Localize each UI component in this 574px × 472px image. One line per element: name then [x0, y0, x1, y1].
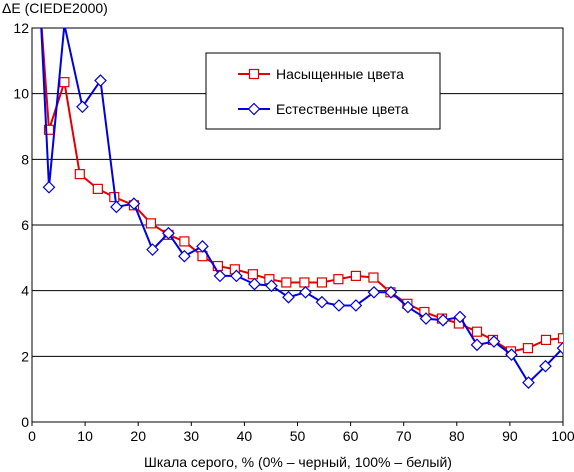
- y-tick-label: 8: [21, 151, 29, 167]
- data-point: [333, 274, 344, 285]
- data-point: [316, 277, 328, 288]
- data-point: [557, 333, 563, 344]
- data-point: [368, 272, 379, 283]
- series-1: [40, 28, 563, 357]
- x-tick-label: 10: [77, 428, 93, 444]
- data-point: [470, 338, 484, 352]
- data-point: [453, 310, 467, 324]
- y-tick-label: 2: [21, 348, 29, 364]
- data-point: [92, 183, 103, 194]
- y-tick-label: 12: [13, 20, 29, 36]
- data-point: [247, 269, 258, 280]
- data-point: [248, 277, 261, 291]
- data-point: [265, 279, 278, 293]
- x-tick-label: 40: [237, 428, 253, 444]
- x-tick-label: 70: [396, 428, 412, 444]
- data-point: [145, 218, 157, 229]
- data-point: [299, 285, 312, 299]
- data-point: [350, 270, 362, 281]
- data-point: [282, 290, 295, 304]
- data-point: [471, 326, 483, 337]
- data-point: [213, 269, 227, 283]
- x-tick-label: 80: [449, 428, 465, 444]
- data-point: [196, 239, 209, 253]
- y-tick-label: 4: [21, 283, 29, 299]
- data-point: [74, 169, 85, 180]
- data-point: [419, 312, 433, 325]
- data-point: [367, 285, 381, 299]
- data-point: [349, 299, 363, 312]
- data-point: [539, 359, 552, 373]
- data-point: [59, 77, 70, 88]
- data-point: [315, 295, 329, 309]
- x-tick-label: 0: [28, 428, 36, 444]
- x-axis-label: Шкала серого, % (0% – черный, 100% – бел…: [144, 454, 452, 470]
- legend-marker: [247, 102, 261, 116]
- legend-label: Насыщенные цвета: [276, 66, 404, 82]
- data-point: [299, 277, 310, 288]
- data-point: [76, 100, 89, 114]
- legend-box: [205, 52, 441, 130]
- series-2: [40, 28, 563, 389]
- data-point: [505, 348, 518, 362]
- data-point: [178, 249, 191, 263]
- data-point: [487, 335, 501, 348]
- plot-area: [31, 27, 564, 423]
- y-tick-label: 6: [21, 217, 29, 233]
- data-point: [127, 197, 141, 211]
- data-point: [230, 269, 243, 283]
- x-tick-label: 30: [184, 428, 200, 444]
- y-tick-label: 10: [13, 86, 29, 102]
- tick-labels: 0 2 4 6 8 10 12 0 10 20 30 40 50 60 70 80 90 100: [13, 20, 574, 444]
- y-axis-label: ΔE (CIEDE2000): [2, 0, 108, 16]
- data-point: [540, 334, 552, 346]
- data-point: [522, 343, 534, 354]
- data-point: [162, 226, 175, 240]
- legend-marker: [248, 68, 260, 80]
- data-point: [401, 300, 415, 314]
- data-point: [42, 180, 56, 194]
- legend-items: Насыщенные цвета Естественные цвета: [238, 66, 409, 117]
- x-tick-label: 90: [502, 428, 518, 444]
- data-point: [94, 74, 107, 87]
- y-tick-label: 0: [21, 414, 29, 430]
- data-point: [110, 200, 123, 214]
- x-tick-label: 60: [343, 428, 359, 444]
- legend-label: Естественные цвета: [276, 101, 409, 117]
- data-point: [556, 341, 563, 355]
- data-point: [179, 236, 190, 247]
- x-tick-label: 20: [130, 428, 146, 444]
- data-point: [146, 243, 159, 256]
- data-point: [332, 299, 346, 312]
- series-layer: [40, 28, 563, 389]
- x-tick-label: 50: [290, 428, 306, 444]
- x-tick-label: 100: [551, 428, 574, 444]
- data-point: [436, 313, 450, 327]
- data-point: [522, 376, 535, 389]
- data-point: [384, 285, 398, 299]
- legend: Насыщенные цвета Естественные цвета: [205, 52, 441, 130]
- data-point: [281, 277, 292, 288]
